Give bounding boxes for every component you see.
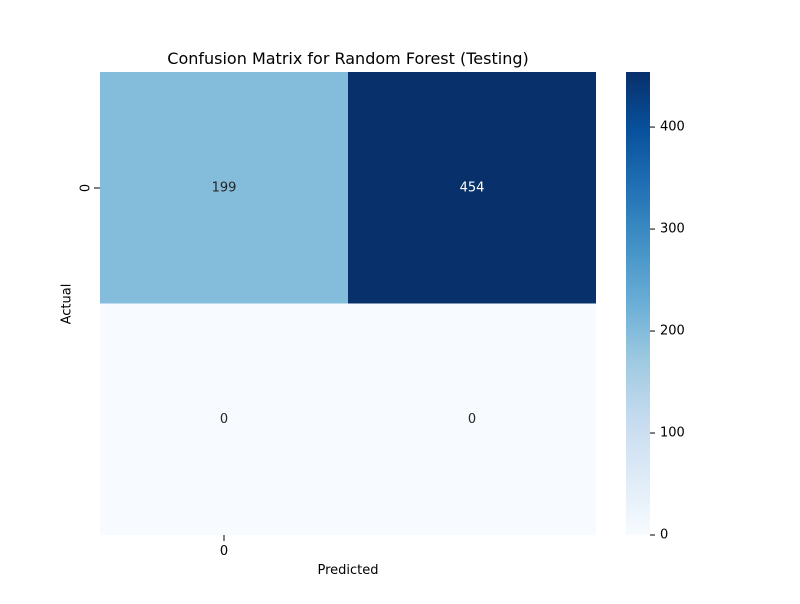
y-axis: 0 Actual: [60, 184, 100, 325]
colorbar-ticks: 0 100 200 300 400: [650, 120, 685, 543]
cell-value-label: 0: [468, 412, 476, 427]
cell-value-label: 0: [220, 412, 228, 427]
colorbar-tick-label: 400: [660, 120, 685, 135]
heatmap-annotations: 199 454 0 0: [212, 180, 485, 427]
y-axis-label: Actual: [60, 284, 75, 325]
heatmap-cell: [348, 72, 596, 304]
colorbar-gradient: [626, 72, 650, 535]
cell-value-label: 199: [212, 180, 237, 195]
colorbar-tick-label: 200: [660, 324, 685, 339]
colorbar-tick-label: 300: [660, 222, 685, 237]
colorbar-tick-label: 100: [660, 426, 685, 441]
x-axis-label: Predicted: [317, 563, 378, 578]
colorbar-tick-label: 0: [660, 528, 668, 543]
cell-value-label: 454: [460, 180, 485, 195]
x-tick-label: 0: [220, 544, 228, 559]
chart-title: Confusion Matrix for Random Forest (Test…: [167, 49, 528, 68]
colorbar: 0 100 200 300 400: [626, 72, 685, 543]
heatmap-cells: [100, 72, 596, 535]
heatmap-cell: [100, 72, 348, 304]
x-axis: 0 Predicted: [220, 535, 379, 578]
heatmap-cell: [100, 303, 348, 535]
y-tick-label: 0: [79, 184, 94, 192]
heatmap-cell: [348, 303, 596, 535]
